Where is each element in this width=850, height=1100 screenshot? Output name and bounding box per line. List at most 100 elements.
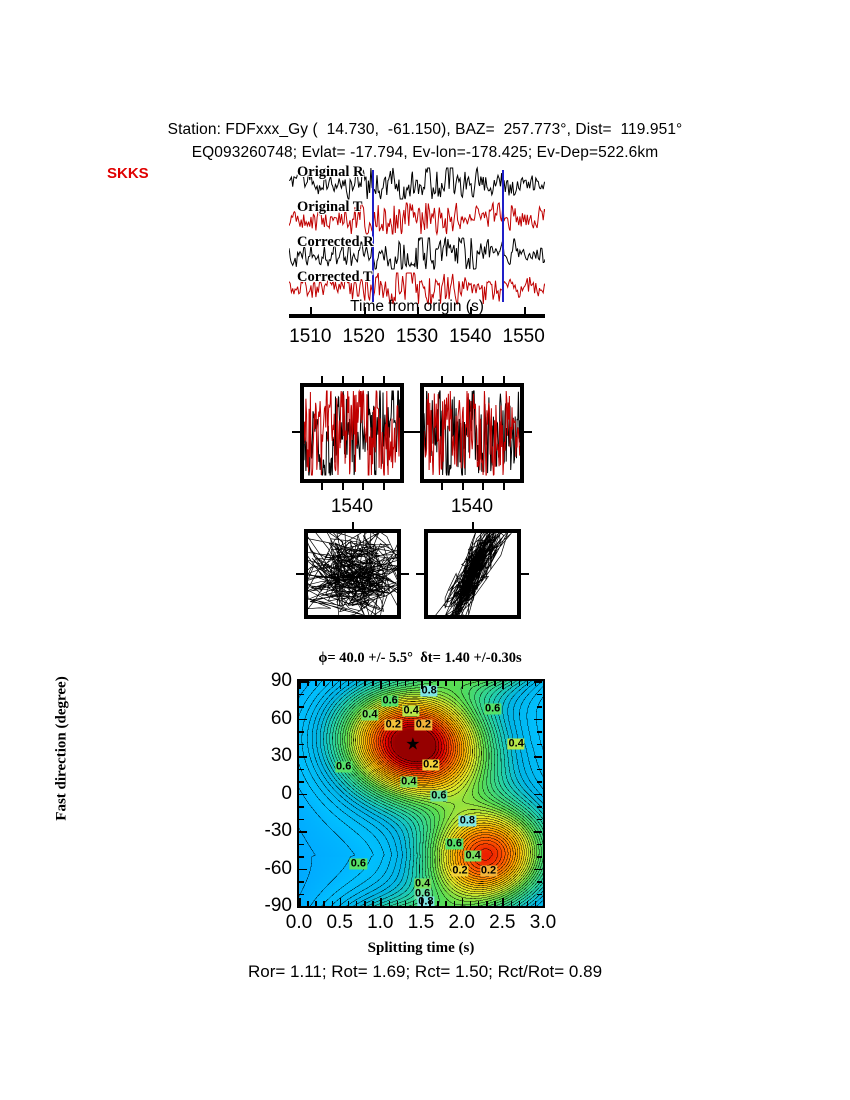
contour-y-tick	[537, 806, 542, 808]
figure-header: Station: FDFxxx_Gy ( 14.730, -61.150), B…	[0, 118, 850, 164]
contour-y-tick	[299, 856, 304, 858]
contour-x-tick	[477, 681, 480, 686]
contour-x-tick	[518, 901, 521, 906]
contour-x-tick	[364, 681, 366, 686]
window-box-tick	[461, 376, 464, 383]
contour-x-tick	[543, 681, 545, 689]
contour-x-tick	[323, 901, 325, 906]
contour-y-tick	[534, 681, 542, 683]
contour-y-tick	[299, 831, 307, 833]
contour-x-tick	[421, 898, 423, 906]
contour-x-tick	[372, 681, 374, 686]
pm-box-tick	[352, 522, 354, 529]
contour-x-tick	[315, 901, 317, 906]
window-waveform-right	[420, 383, 524, 483]
contour-x-tick	[421, 681, 423, 689]
contour-y-tick-label: -30	[264, 820, 292, 841]
contour-x-tick	[437, 901, 439, 906]
splitting-result-title: ϕ= 40.0 +/- 5.5° δt= 1.40 +/-0.30s	[318, 650, 522, 666]
contour-x-tick	[364, 901, 366, 906]
time-tick	[417, 307, 419, 318]
contour-y-tick	[299, 731, 304, 733]
contour-level-label: 0.6	[381, 694, 399, 707]
contour-y-tick	[537, 856, 542, 858]
phase-marker-label: SKKS	[107, 165, 149, 182]
trace-label: Corrected T	[297, 269, 373, 285]
contour-level-label: 0.2	[451, 864, 469, 877]
contour-x-tick	[445, 901, 447, 906]
contour-y-tick	[534, 868, 542, 870]
contour-y-tick	[299, 743, 304, 745]
contour-x-tick	[339, 898, 342, 906]
time-tick-label: 1510	[289, 326, 332, 347]
trace-row: Original T	[289, 199, 545, 236]
contour-x-tick	[315, 681, 317, 686]
contour-y-tick	[299, 818, 304, 820]
contour-x-tick	[331, 681, 333, 686]
window-box-tick	[341, 376, 344, 383]
trace-row: Original R	[289, 164, 545, 201]
waveform-trace-panel: Original R Original T Corrected R Corrected…	[289, 164, 545, 306]
time-tick	[310, 307, 313, 318]
contour-y-tick	[299, 756, 307, 758]
contour-y-tick	[534, 831, 542, 833]
contour-y-tick-label: 90	[270, 670, 292, 691]
contour-y-tick	[299, 906, 307, 908]
contour-x-tick	[299, 898, 301, 906]
contour-x-tick	[445, 681, 447, 686]
contour-y-tick	[299, 781, 304, 783]
contour-y-tick	[299, 868, 307, 870]
window-box-tick	[412, 431, 420, 433]
contour-x-tick	[502, 681, 504, 689]
pm-box-tick	[472, 522, 474, 529]
contour-y-tick	[299, 693, 304, 695]
contour-x-tick	[453, 901, 455, 906]
contour-x-tick	[347, 681, 350, 686]
window-box-tick	[440, 376, 443, 383]
contour-x-axis-title: Splitting time (s)	[367, 940, 475, 956]
contour-y-tick	[299, 718, 307, 720]
time-tick-label: 1540	[449, 326, 492, 347]
time-tick	[363, 307, 366, 318]
contour-x-tick	[307, 901, 309, 906]
window-box-tick	[404, 431, 412, 433]
contour-y-tick-labels: -90 -60 -30 0 30 60 90	[0, 0, 292, 1100]
uncorrected-particle-motion	[304, 529, 401, 619]
time-tick	[523, 307, 526, 318]
contour-x-tick	[526, 901, 529, 906]
contour-x-tick	[331, 901, 333, 906]
contour-level-label: 0.6	[413, 887, 432, 899]
contour-y-tick	[537, 893, 542, 895]
contour-y-tick	[299, 881, 304, 883]
header-station-line: Station: FDFxxx_Gy ( 14.730, -61.150), B…	[167, 121, 683, 138]
contour-x-tick	[534, 681, 537, 686]
window-box-tick	[503, 376, 506, 383]
contour-x-tick	[461, 681, 464, 689]
contour-y-tick	[299, 706, 304, 708]
contour-x-tick-label: 0.5	[326, 912, 353, 933]
contour-y-tick	[534, 793, 542, 795]
window-box-tick	[524, 431, 532, 433]
trace-label: Original T	[297, 199, 363, 215]
contour-level-label: 0.2	[384, 718, 402, 731]
contour-y-tick	[299, 806, 304, 808]
contour-y-tick	[534, 756, 542, 758]
contour-x-tick	[502, 898, 504, 906]
minimum-star-marker: ★	[405, 734, 421, 753]
contour-level-label: 0.6	[430, 789, 448, 802]
contour-x-tick	[388, 901, 390, 906]
contour-x-tick	[461, 898, 464, 906]
contour-level-label: 0.2	[422, 758, 440, 771]
contour-level-label: 0.8	[420, 684, 438, 697]
contour-x-tick	[534, 901, 537, 906]
contour-y-tick	[534, 906, 542, 908]
contour-level-label: 0.2	[479, 864, 498, 877]
contour-y-tick	[537, 881, 542, 883]
contour-level-label: 0.4	[464, 849, 482, 862]
contour-x-tick	[380, 681, 382, 689]
figure-footer-stats: Ror= 1.11; Rot= 1.69; Rct= 1.50; Rct/Rot…	[247, 962, 603, 981]
contour-x-tick	[307, 681, 309, 686]
contour-x-tick-label: 3.0	[529, 912, 557, 933]
contour-level-label: 0.2	[414, 718, 433, 731]
contour-x-tick	[388, 681, 390, 686]
